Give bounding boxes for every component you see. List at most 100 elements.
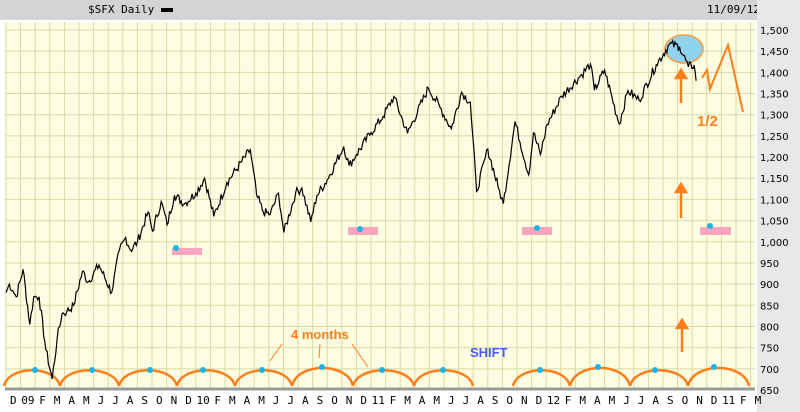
y-axis-panel xyxy=(757,0,800,412)
x-tick-label: A xyxy=(68,394,75,407)
cycle-label: 4 months xyxy=(291,327,349,342)
cycle-dot xyxy=(259,367,265,373)
cycle-dot xyxy=(652,367,658,373)
cycle-dot xyxy=(89,367,95,373)
x-tick-label: M xyxy=(755,394,762,407)
y-tick-label: 1,000 xyxy=(760,238,789,249)
cycle-dot xyxy=(32,367,38,373)
x-tick-label: D xyxy=(10,394,17,407)
cycle-arcs xyxy=(2,364,751,387)
y-tick-label: 1,500 xyxy=(760,26,789,37)
x-tick-label: A xyxy=(594,394,601,407)
x-tick-label: O xyxy=(506,394,513,407)
x-tick-label: S xyxy=(141,394,148,407)
y-tick-label: 800 xyxy=(760,322,779,333)
y-tick-label: 1,300 xyxy=(760,111,789,122)
y-tick-label: 700 xyxy=(760,365,779,376)
cycle-dot xyxy=(711,364,717,370)
chart-date: 11/09/12 xyxy=(707,3,760,16)
cycle-box xyxy=(700,227,731,235)
x-tick-label: M xyxy=(83,394,90,407)
cycle-dot xyxy=(173,245,179,251)
y-tick-label: 1,200 xyxy=(760,153,789,164)
cycle-dot xyxy=(707,223,713,229)
x-tick-label: F xyxy=(390,394,397,407)
x-tick-label: D xyxy=(360,394,367,407)
y-tick-label: 1,100 xyxy=(760,195,789,206)
x-tick-label: 11 xyxy=(372,394,385,407)
x-tick-label: S xyxy=(317,394,324,407)
plot-background xyxy=(5,22,755,389)
y-tick-label: 900 xyxy=(760,280,779,291)
x-tick-label: A xyxy=(302,394,309,407)
cycle-label-pointers xyxy=(269,343,369,368)
x-tick-label: A xyxy=(244,394,251,407)
cycle-dot xyxy=(537,367,543,373)
x-tick-label: D xyxy=(185,394,192,407)
top-ellipse xyxy=(664,34,704,64)
x-tick-label: A xyxy=(477,394,484,407)
cycle-dot xyxy=(379,367,385,373)
x-tick-label: D xyxy=(711,394,718,407)
x-tick-label: O xyxy=(331,394,338,407)
x-tick-label: N xyxy=(171,394,178,407)
arrows xyxy=(673,67,690,352)
x-tick-label: M xyxy=(54,394,61,407)
cycle-boxes xyxy=(172,223,731,255)
y-tick-label: 1,400 xyxy=(760,68,789,79)
x-tick-label: F xyxy=(740,394,747,407)
x-tick-label: N xyxy=(521,394,528,407)
x-tick-label: M xyxy=(404,394,411,407)
x-tick-label: M xyxy=(258,394,265,407)
x-tick-label: N xyxy=(346,394,353,407)
x-tick-label: S xyxy=(492,394,499,407)
price-line xyxy=(5,39,697,380)
y-tick-label: 1,150 xyxy=(760,174,789,185)
up-arrow-head xyxy=(674,317,690,330)
x-tick-label: S xyxy=(667,394,674,407)
x-tick-label: F xyxy=(214,394,221,407)
y-tick-label: 650 xyxy=(760,386,779,397)
up-arrow-head xyxy=(673,181,689,194)
x-tick-label: J xyxy=(98,394,105,407)
y-tick-label: 950 xyxy=(760,259,779,270)
chart-header: $SFX Daily 11/09/12 xyxy=(0,0,760,20)
cycle-dot xyxy=(200,367,206,373)
y-tick-label: 850 xyxy=(760,301,779,312)
x-tick-label: F xyxy=(565,394,572,407)
cycle-box xyxy=(172,248,202,255)
cycle-arc xyxy=(2,369,62,387)
cycle-arc xyxy=(628,369,690,387)
x-tick-label: J xyxy=(463,394,470,407)
y-tick-label: 1,250 xyxy=(760,132,789,143)
y-tick-label: 750 xyxy=(760,344,779,355)
projection-line xyxy=(701,41,744,113)
x-tick-label: M xyxy=(433,394,440,407)
series-legend-swatch xyxy=(161,8,173,12)
x-tick-label: F xyxy=(39,394,46,407)
cycle-arc xyxy=(175,369,237,387)
x-tick-label: O xyxy=(682,394,689,407)
half-label: 1/2 xyxy=(697,113,718,130)
chart-title: $SFX Daily xyxy=(88,3,155,16)
x-tick-label: 11 xyxy=(722,394,735,407)
y-tick-label: 1,050 xyxy=(760,217,789,228)
x-tick-label: 09 xyxy=(21,394,34,407)
y-tick-label: 1,450 xyxy=(760,47,789,58)
x-tick-label: A xyxy=(127,394,134,407)
cycle-dot xyxy=(147,367,153,373)
x-tick-label: M xyxy=(229,394,236,407)
y-tick-label: 1,350 xyxy=(760,90,789,101)
cycle-dot xyxy=(357,226,363,232)
x-tick-label: M xyxy=(609,394,616,407)
x-tick-label: J xyxy=(623,394,630,407)
x-tick-label: A xyxy=(419,394,426,407)
up-arrow-head xyxy=(673,67,689,80)
cycle-dot xyxy=(319,364,325,370)
y-axis: 1,500 1,450 1,400 1,350 1,300 1,250 1,200 1,150… xyxy=(760,26,789,397)
x-tick-label: J xyxy=(112,394,119,407)
x-tick-label: M xyxy=(579,394,586,407)
cycle-dot xyxy=(534,225,540,231)
